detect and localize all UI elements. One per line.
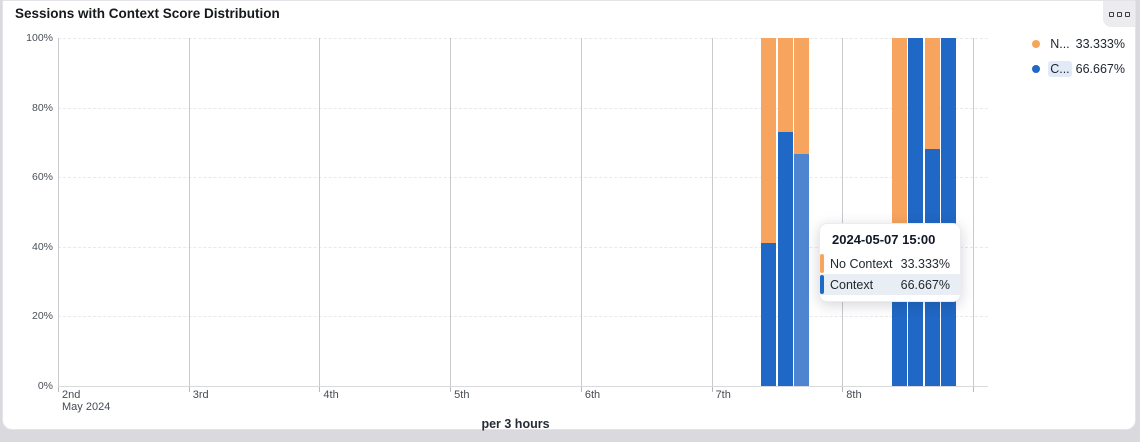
stacked-bar[interactable] — [761, 38, 777, 386]
legend-dot-icon — [1032, 65, 1041, 73]
tooltip-series-label: Context — [830, 277, 874, 292]
x-axis-tick-label: 6th — [584, 389, 601, 401]
x-axis-tick-label: 7th — [715, 389, 731, 401]
square-icon — [1124, 11, 1130, 17]
y-axis-tick-label: 60% — [31, 171, 53, 184]
legend-label: N... — [1050, 37, 1070, 51]
x-axis-tick-label: 2nd May 2024 — [62, 389, 111, 413]
x-axis-tick-label: 3rd — [192, 389, 209, 401]
bar-segment-no-context[interactable] — [924, 38, 940, 150]
bar-segment-context[interactable] — [891, 302, 907, 386]
gridline-vertical-day — [58, 38, 59, 386]
tooltip-series-value: 33.333% — [900, 256, 950, 271]
gridline-horizontal — [58, 177, 988, 179]
gridline-vertical-day — [580, 38, 582, 386]
bar-segment-context[interactable] — [941, 38, 956, 386]
legend: N... 33.333% C... 66.667% — [1032, 36, 1125, 77]
x-axis-tick — [58, 386, 59, 392]
legend-dot-icon — [1032, 40, 1041, 48]
stacked-bar[interactable] — [908, 38, 924, 386]
y-axis-tick-label: 40% — [31, 240, 53, 253]
x-axis-tick — [450, 386, 452, 392]
x-axis-tick — [842, 386, 844, 392]
bar-segment-no-context[interactable] — [761, 38, 777, 244]
y-axis-tick-label: 80% — [31, 101, 53, 114]
square-icon — [1108, 11, 1114, 17]
tooltip-series-color-strip — [820, 254, 824, 273]
y-axis-tick-label: 0% — [37, 380, 53, 392]
y-axis-tick-label: 100% — [26, 32, 53, 44]
x-axis-tick-label: 5th — [454, 389, 470, 401]
bar-segment-context[interactable] — [908, 38, 924, 386]
chart-plot-area: 0% 20% 40% 60% 80% 100% 2nd May 2024 3rd 4th 5th 6… — [3, 1, 1137, 431]
bar-segment-context[interactable] — [761, 243, 777, 386]
x-axis-tick — [188, 386, 190, 392]
tooltip-row: No Context 33.333% — [820, 253, 960, 274]
stacked-bar[interactable] — [924, 38, 940, 386]
chart-title: Sessions with Context Score Distribution — [15, 6, 280, 21]
legend-item[interactable]: N... 33.333% — [1032, 36, 1125, 52]
bar-segment-context[interactable] — [777, 131, 793, 386]
x-axis-line — [58, 386, 988, 387]
gridline-vertical-day — [450, 38, 452, 386]
legend-label: C... — [1048, 61, 1072, 77]
bar-segment-no-context[interactable] — [793, 38, 809, 154]
tooltip-series-value: 66.667% — [900, 277, 950, 292]
gridline-horizontal — [58, 316, 988, 318]
x-axis-tick — [711, 386, 713, 392]
square-icon — [1116, 11, 1122, 17]
gridline-vertical-day — [972, 38, 974, 386]
x-axis-title: per 3 hours — [481, 417, 550, 431]
stacked-bar[interactable] — [777, 38, 793, 386]
legend-item[interactable]: C... 66.667% — [1032, 61, 1125, 77]
chart-card: Sessions with Context Score Distribution… — [2, 0, 1137, 431]
legend-value: 33.333% — [1075, 37, 1125, 51]
tooltip: 2024-05-07 15:00 No Context 33.333% Contex… — [819, 223, 961, 302]
tooltip-series-color-strip — [820, 275, 824, 294]
x-axis-tick-label: 4th — [323, 389, 339, 401]
tooltip-series-label: No Context — [830, 256, 893, 271]
tooltip-title: 2024-05-07 15:00 — [832, 232, 936, 247]
gridline-vertical-day — [319, 38, 321, 386]
gridline-vertical-day — [711, 38, 713, 386]
gridline-horizontal — [58, 107, 988, 109]
gridline-horizontal — [58, 246, 988, 248]
bar-segment-context[interactable] — [793, 153, 809, 386]
gridline-horizontal — [58, 38, 988, 39]
gridline-vertical-day — [188, 38, 190, 386]
stacked-bar[interactable] — [891, 38, 907, 386]
x-axis-tick — [319, 386, 321, 392]
panel-options-button[interactable] — [1103, 1, 1135, 27]
legend-value: 66.667% — [1075, 62, 1125, 76]
y-axis-tick-label: 20% — [31, 310, 53, 323]
gridline-vertical-day — [842, 38, 844, 386]
bar-segment-no-context[interactable] — [777, 38, 793, 132]
stacked-bar[interactable] — [793, 38, 809, 386]
stacked-bar[interactable] — [941, 38, 956, 386]
x-axis-tick-label: 8th — [846, 389, 862, 401]
x-axis-tick — [972, 386, 974, 392]
tooltip-row: Context 66.667% — [820, 274, 960, 295]
x-axis-tick — [580, 386, 582, 392]
